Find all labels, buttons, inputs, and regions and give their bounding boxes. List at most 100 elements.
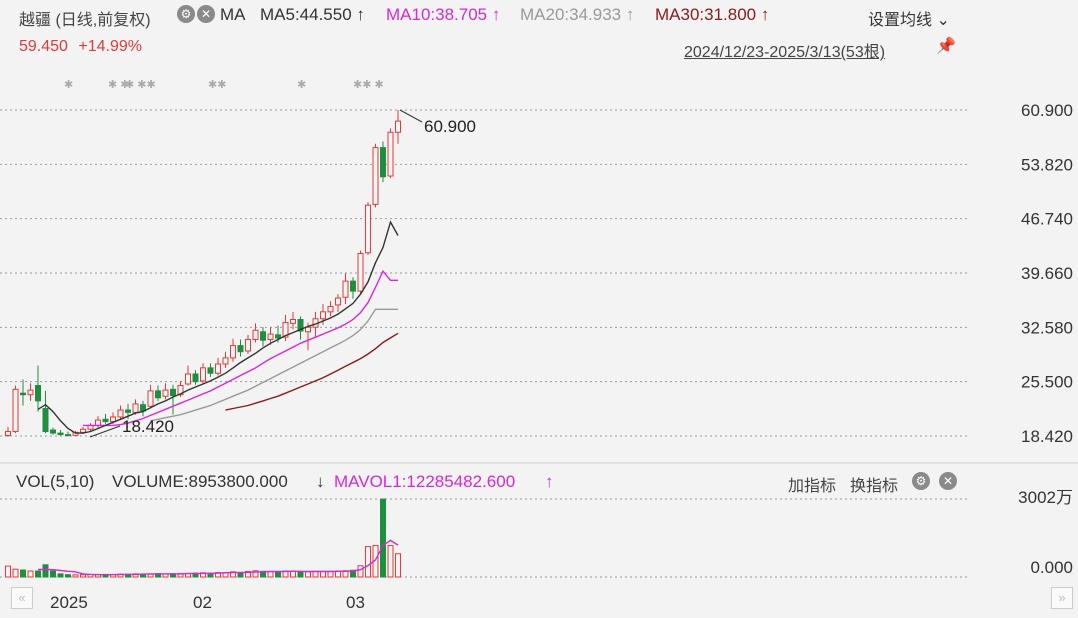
volume-bar (57, 573, 64, 578)
candle-body (5, 431, 11, 436)
candle-body (12, 388, 19, 433)
candle-body (395, 120, 401, 133)
candle-body (237, 345, 244, 353)
candle-body (305, 326, 311, 333)
event-marker[interactable]: ✱ ✱✱ (125, 79, 156, 91)
candlestick-chart[interactable]: 60.900 53.820 46.740 39.660 32.580 25.500 18.4… (0, 95, 1078, 465)
price-quote: 59.450 +14.99% (19, 38, 142, 56)
x-tick-label: 03 (346, 593, 365, 612)
ma30-line (225, 332, 399, 411)
volume-bar (20, 569, 26, 578)
ma10-line (83, 269, 398, 427)
volume-header: VOL(5,10) VOLUME:8953800.000 ↓ MAVOL1:12… (0, 468, 1078, 496)
event-marker[interactable]: ✱ (297, 79, 307, 91)
candle-body (102, 418, 109, 423)
switch-indicator-button[interactable]: 换指标 (850, 478, 899, 495)
add-indicator-button[interactable]: 加指标 (788, 478, 837, 495)
volume-bar (42, 564, 49, 578)
event-marker[interactable]: ✱ (64, 79, 74, 91)
candle-body (192, 373, 199, 383)
ma20-value: MA20:34.933 ↑ (520, 5, 635, 24)
x-tick-label: 02 (193, 593, 212, 612)
volume-bar (305, 571, 311, 578)
candle-body (80, 428, 86, 433)
volume-chart[interactable]: 3002万 0.000 (0, 490, 1078, 582)
candle-body (282, 322, 289, 338)
candle-body (95, 419, 101, 426)
candle-body (57, 432, 64, 436)
candle-body (267, 333, 274, 340)
candle-body (35, 385, 41, 402)
event-marker[interactable]: ✱✱ (208, 79, 227, 91)
volume-bar (50, 570, 56, 578)
candle-body (50, 429, 56, 434)
y-tick-label: 39.660 (1021, 264, 1073, 283)
date-range[interactable]: 2024/12/23-2025/3/13(53根) (684, 44, 886, 61)
candle-body (125, 409, 131, 413)
price-change: +14.99% (78, 38, 142, 55)
candle-body (260, 331, 266, 341)
volume-bar (65, 574, 71, 578)
volume-bar (297, 571, 304, 578)
y-tick-label: 18.420 (1021, 427, 1073, 446)
volume-bar (230, 571, 236, 578)
volume-bar (267, 571, 274, 578)
event-marker[interactable]: ✱✱ ✱ (353, 79, 384, 91)
set-ma-button[interactable]: 设置均线 ⌄ (868, 12, 950, 29)
candle-body (335, 297, 341, 306)
low-annotation: 18.420 (122, 417, 174, 436)
x-tick-label: 2025 (50, 593, 88, 612)
candle-body (252, 329, 259, 340)
volume-bar (350, 569, 356, 578)
candle-body (372, 147, 379, 205)
high-annotation: 60.900 (424, 117, 476, 136)
candle-body (65, 434, 71, 437)
y-tick-label: 60.900 (1021, 101, 1073, 120)
volume-bar (252, 570, 259, 578)
candle-body (147, 390, 154, 407)
volume-bar (380, 498, 386, 578)
close-icon[interactable]: ✕ (197, 5, 215, 23)
gear-icon[interactable]: ⚙ (177, 5, 195, 23)
ma20-line (150, 308, 398, 422)
volume-arrow: ↓ (316, 472, 325, 491)
candle-body (327, 305, 334, 313)
close-icon[interactable]: ✕ (939, 472, 957, 490)
candle-body (320, 311, 326, 320)
candle-body (132, 403, 139, 413)
mavol-arrow: ↑ (545, 472, 554, 491)
volume-bar (5, 565, 11, 578)
candle-body (387, 131, 394, 177)
low-pointer (89, 425, 121, 438)
mavol-line (38, 539, 399, 576)
candle-body (350, 280, 356, 292)
double-right-icon[interactable]: » (1051, 587, 1073, 609)
volume-bar (27, 570, 34, 578)
candle-body (200, 367, 206, 382)
candle-body (297, 319, 304, 332)
vol-title: VOL(5,10) (16, 472, 95, 491)
gear-icon[interactable]: ⚙ (912, 472, 930, 490)
candle-body (185, 373, 191, 385)
last-price: 59.450 (19, 38, 68, 55)
candle-body (245, 338, 251, 352)
candle-body (380, 147, 386, 178)
candle-body (20, 392, 26, 396)
candle-body (357, 253, 364, 292)
high-pointer (399, 109, 423, 123)
double-left-icon[interactable]: « (11, 587, 33, 609)
pin-icon[interactable]: 📌 (936, 38, 956, 55)
candle-body (230, 345, 236, 359)
candle-body (215, 363, 221, 374)
y-tick-label: 53.820 (1021, 155, 1073, 174)
candle-body (140, 404, 146, 412)
event-marker[interactable]: ✱ ✱ (108, 79, 130, 91)
vol-y-tick-label: 0.000 (1030, 558, 1073, 577)
volume-bar (12, 568, 19, 578)
candle-body (27, 389, 34, 396)
candle-body (275, 334, 281, 339)
volume-bar (80, 574, 86, 578)
candle-body (117, 409, 124, 418)
volume-bar (245, 571, 251, 578)
x-axis (0, 586, 1078, 618)
